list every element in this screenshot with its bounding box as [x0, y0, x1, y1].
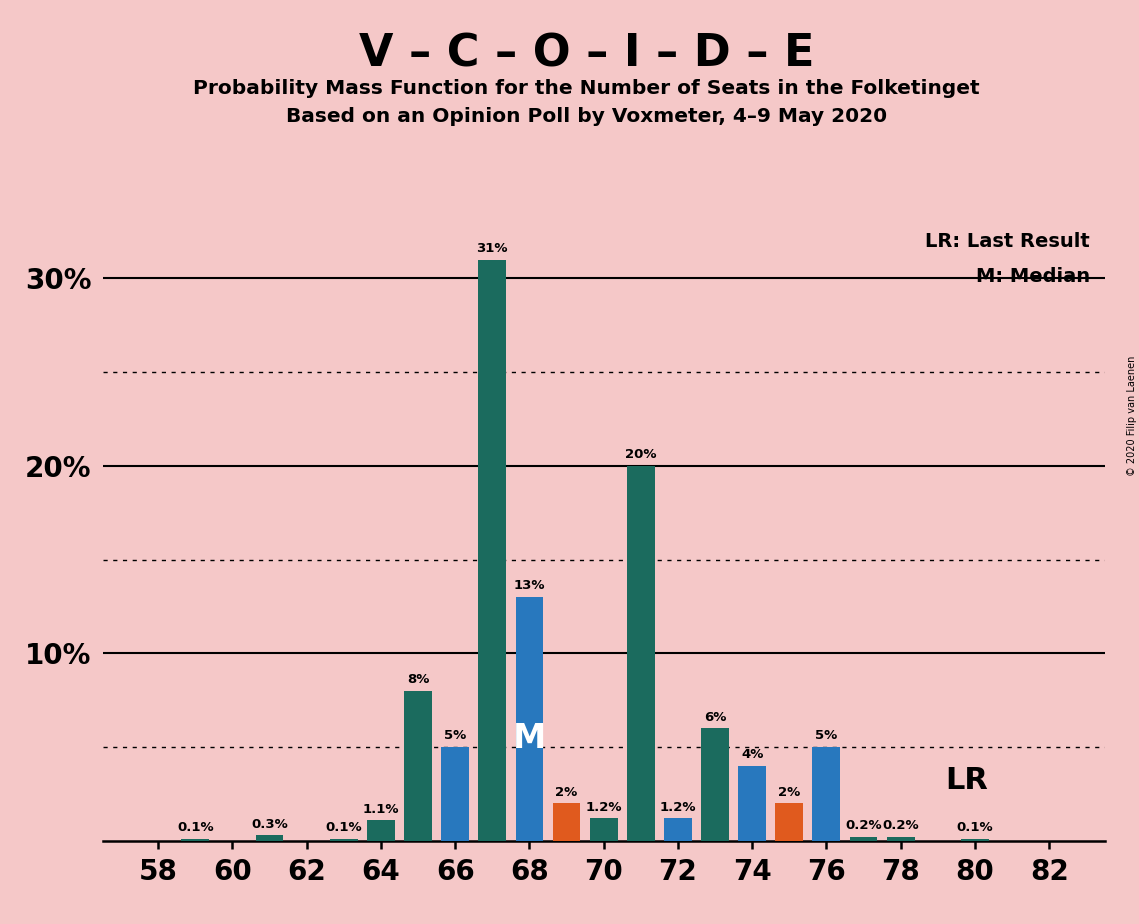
Bar: [961, 839, 989, 841]
Bar: [404, 691, 432, 841]
Text: 0.1%: 0.1%: [957, 821, 993, 834]
Text: 0.1%: 0.1%: [326, 821, 362, 834]
Text: Based on an Opinion Poll by Voxmeter, 4–9 May 2020: Based on an Opinion Poll by Voxmeter, 4–…: [286, 107, 887, 127]
Text: 0.3%: 0.3%: [252, 818, 288, 831]
Text: LR: LR: [945, 766, 988, 796]
Text: V – C – O – I – D – E: V – C – O – I – D – E: [359, 32, 814, 76]
Bar: [367, 821, 395, 841]
Bar: [330, 839, 358, 841]
Text: 13%: 13%: [514, 579, 546, 592]
Text: M: M: [513, 722, 546, 755]
Bar: [626, 466, 655, 841]
Bar: [590, 819, 617, 841]
Bar: [441, 748, 469, 841]
Bar: [702, 728, 729, 841]
Bar: [181, 839, 210, 841]
Text: 2%: 2%: [778, 785, 801, 798]
Text: 1.2%: 1.2%: [585, 801, 622, 814]
Text: 6%: 6%: [704, 711, 727, 723]
Text: 2%: 2%: [556, 785, 577, 798]
Text: © 2020 Filip van Laenen: © 2020 Filip van Laenen: [1126, 356, 1137, 476]
Text: M: Median: M: Median: [976, 267, 1090, 286]
Bar: [887, 837, 915, 841]
Bar: [850, 837, 877, 841]
Bar: [516, 597, 543, 841]
Bar: [478, 260, 506, 841]
Text: 0.1%: 0.1%: [177, 821, 214, 834]
Text: Probability Mass Function for the Number of Seats in the Folketinget: Probability Mass Function for the Number…: [194, 79, 980, 98]
Text: 8%: 8%: [407, 674, 429, 687]
Bar: [664, 819, 691, 841]
Bar: [255, 835, 284, 841]
Bar: [552, 803, 581, 841]
Bar: [738, 766, 767, 841]
Text: LR: Last Result: LR: Last Result: [925, 232, 1090, 251]
Text: 0.2%: 0.2%: [883, 820, 919, 833]
Text: 4%: 4%: [741, 748, 763, 761]
Text: 31%: 31%: [476, 242, 508, 255]
Text: 1.1%: 1.1%: [362, 803, 399, 816]
Text: 5%: 5%: [444, 729, 466, 742]
Text: 1.2%: 1.2%: [659, 801, 696, 814]
Bar: [776, 803, 803, 841]
Bar: [812, 748, 841, 841]
Text: 0.2%: 0.2%: [845, 820, 882, 833]
Text: 20%: 20%: [625, 448, 656, 461]
Text: 5%: 5%: [816, 729, 837, 742]
